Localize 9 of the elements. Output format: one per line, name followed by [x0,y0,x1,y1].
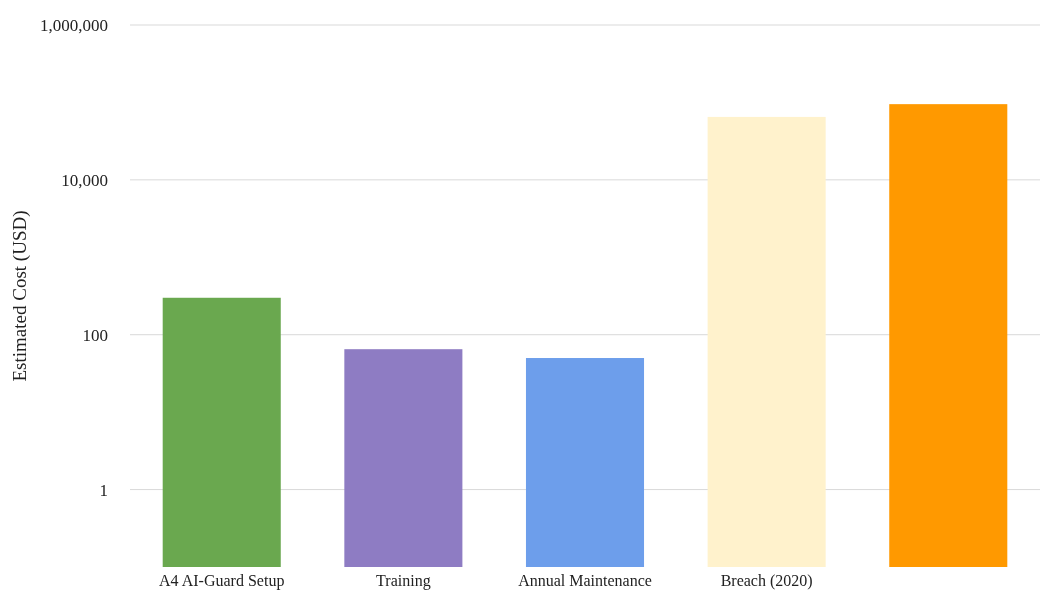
y-tick-label: 1 [99,480,108,500]
x-tick-label: Annual Maintenance [518,572,652,589]
y-axis-title: Estimated Cost (USD) [9,210,31,382]
y-tick-label: 100 [82,325,108,345]
y-tick-label: 10,000 [61,170,108,190]
x-tick-label: Training [376,572,431,590]
y-tick-label: 1,000,000 [40,15,108,35]
x-tick-label: A4 AI-Guard Setup [159,572,285,590]
x-tick-label: Breach (2020) [720,572,813,590]
